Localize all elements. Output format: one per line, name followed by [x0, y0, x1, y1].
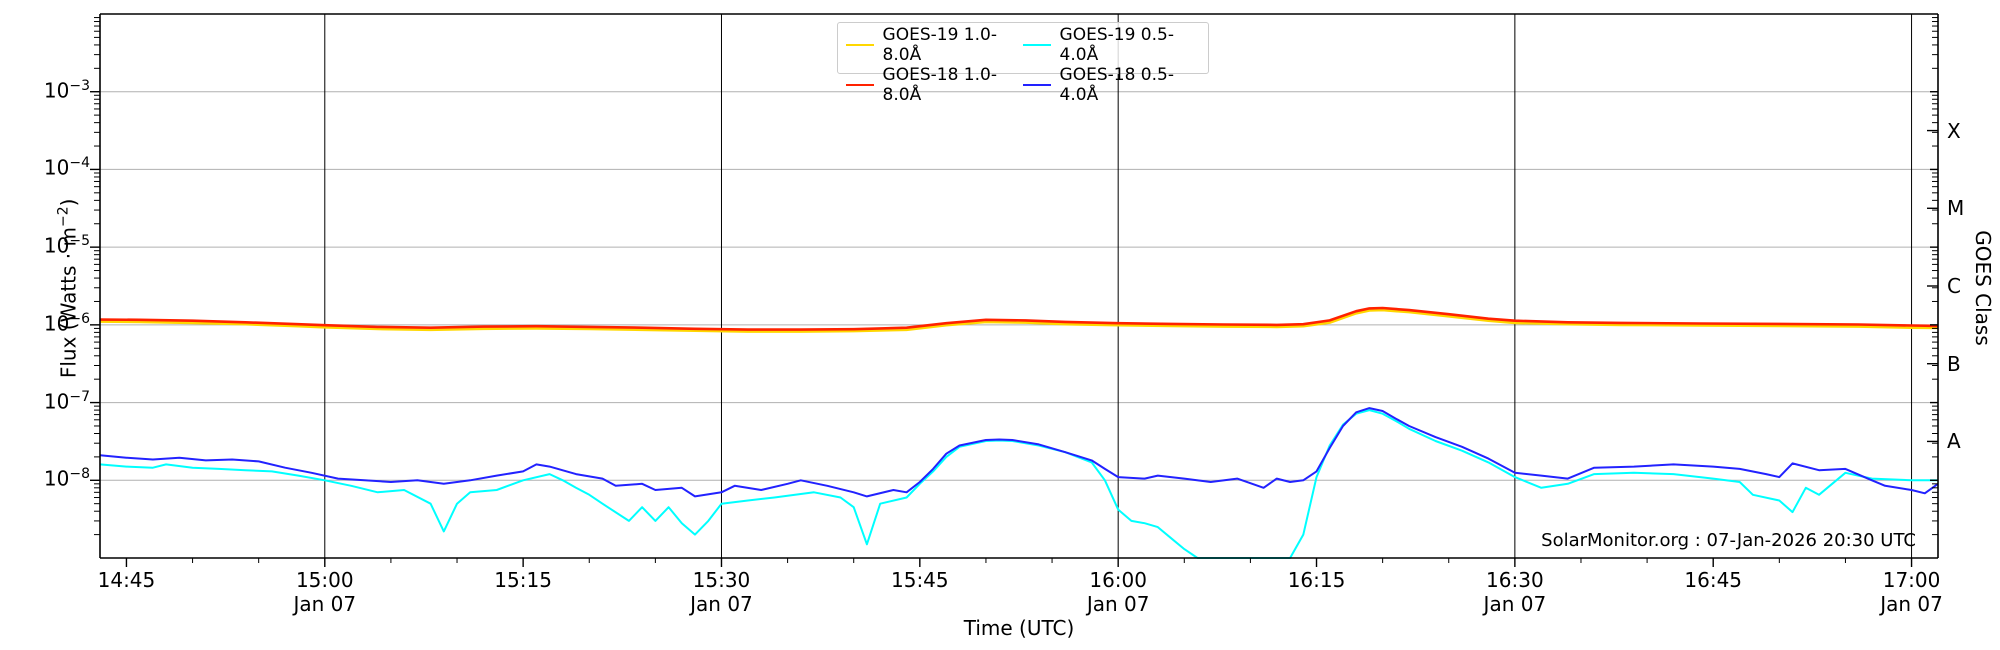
legend: GOES-19 1.0-8.0Å GOES-19 0.5-4.0Å GOES-18 … [837, 22, 1209, 105]
goes-class-label-m: M [1947, 196, 1965, 221]
x-tick-label: 16:45 [1684, 568, 1743, 592]
x-tick-label: 16:15 [1287, 568, 1346, 592]
legend-line-sample [846, 44, 874, 46]
x-tick-date-label: Jan 07 [1880, 592, 1943, 616]
legend-label: GOES-19 0.5-4.0Å [1059, 25, 1174, 65]
legend-item: GOES-18 1.0-8.0Å [846, 65, 1023, 105]
x-tick-label: 16:30 [1486, 568, 1544, 592]
y-tick-label: 10−8 [43, 466, 90, 491]
x-tick-label: 15:45 [890, 568, 949, 592]
x-axis-title: Time (UTC) [963, 616, 1075, 640]
goes-class-label-c: C [1947, 274, 1961, 298]
goes-class-label-b: B [1947, 351, 1961, 376]
legend-line-sample [846, 84, 874, 86]
series-goes-18-0.5-4.0å [99, 407, 1939, 498]
series-goes-19-1.0-8.0å [99, 308, 1939, 333]
y-tick-label: 10−6 [43, 310, 90, 336]
legend-label: GOES-18 1.0-8.0Å [882, 65, 997, 105]
goes-class-label-x: X [1947, 118, 1961, 143]
x-tick-date-label: Jan 07 [293, 592, 357, 616]
legend-item: GOES-18 0.5-4.0Å [1023, 65, 1200, 105]
x-tick-label: 15:15 [494, 568, 552, 592]
x-tick-label: 15:00 [295, 568, 354, 592]
series-goes-18-1.0-8.0å [99, 306, 1939, 331]
y-tick-label: 10−4 [43, 155, 90, 181]
goes-class-label-a: A [1947, 429, 1961, 454]
x-tick-date-label: Jan 07 [1086, 592, 1150, 616]
legend-line-sample [1023, 44, 1051, 46]
x-tick-label: 17:00 [1882, 568, 1941, 592]
legend-line-sample [1023, 84, 1051, 86]
y-axis-title: Flux (Watts · m−2) [55, 198, 81, 379]
legend-item: GOES-19 1.0-8.0Å [846, 25, 1023, 65]
y-tick-label: 10−5 [43, 233, 90, 258]
legend-item: GOES-19 0.5-4.0Å [1023, 25, 1200, 65]
x-tick-date-label: Jan 07 [690, 592, 753, 616]
legend-label: GOES-19 1.0-8.0Å [882, 25, 997, 65]
x-tick-date-label: Jan 07 [1483, 592, 1547, 616]
solarmonitor-annotation: SolarMonitor.org : 07-Jan-2026 20:30 UTC [1541, 530, 1916, 551]
y-tick-label: 10−3 [43, 77, 90, 103]
right-axis-title: GOES Class [1971, 230, 1995, 346]
x-tick-label: 14:45 [97, 568, 156, 592]
x-tick-label: 16:00 [1089, 568, 1147, 592]
x-tick-label: 15:30 [692, 568, 751, 592]
y-tick-label: 10−7 [43, 388, 90, 414]
legend-label: GOES-18 0.5-4.0Å [1059, 65, 1174, 105]
